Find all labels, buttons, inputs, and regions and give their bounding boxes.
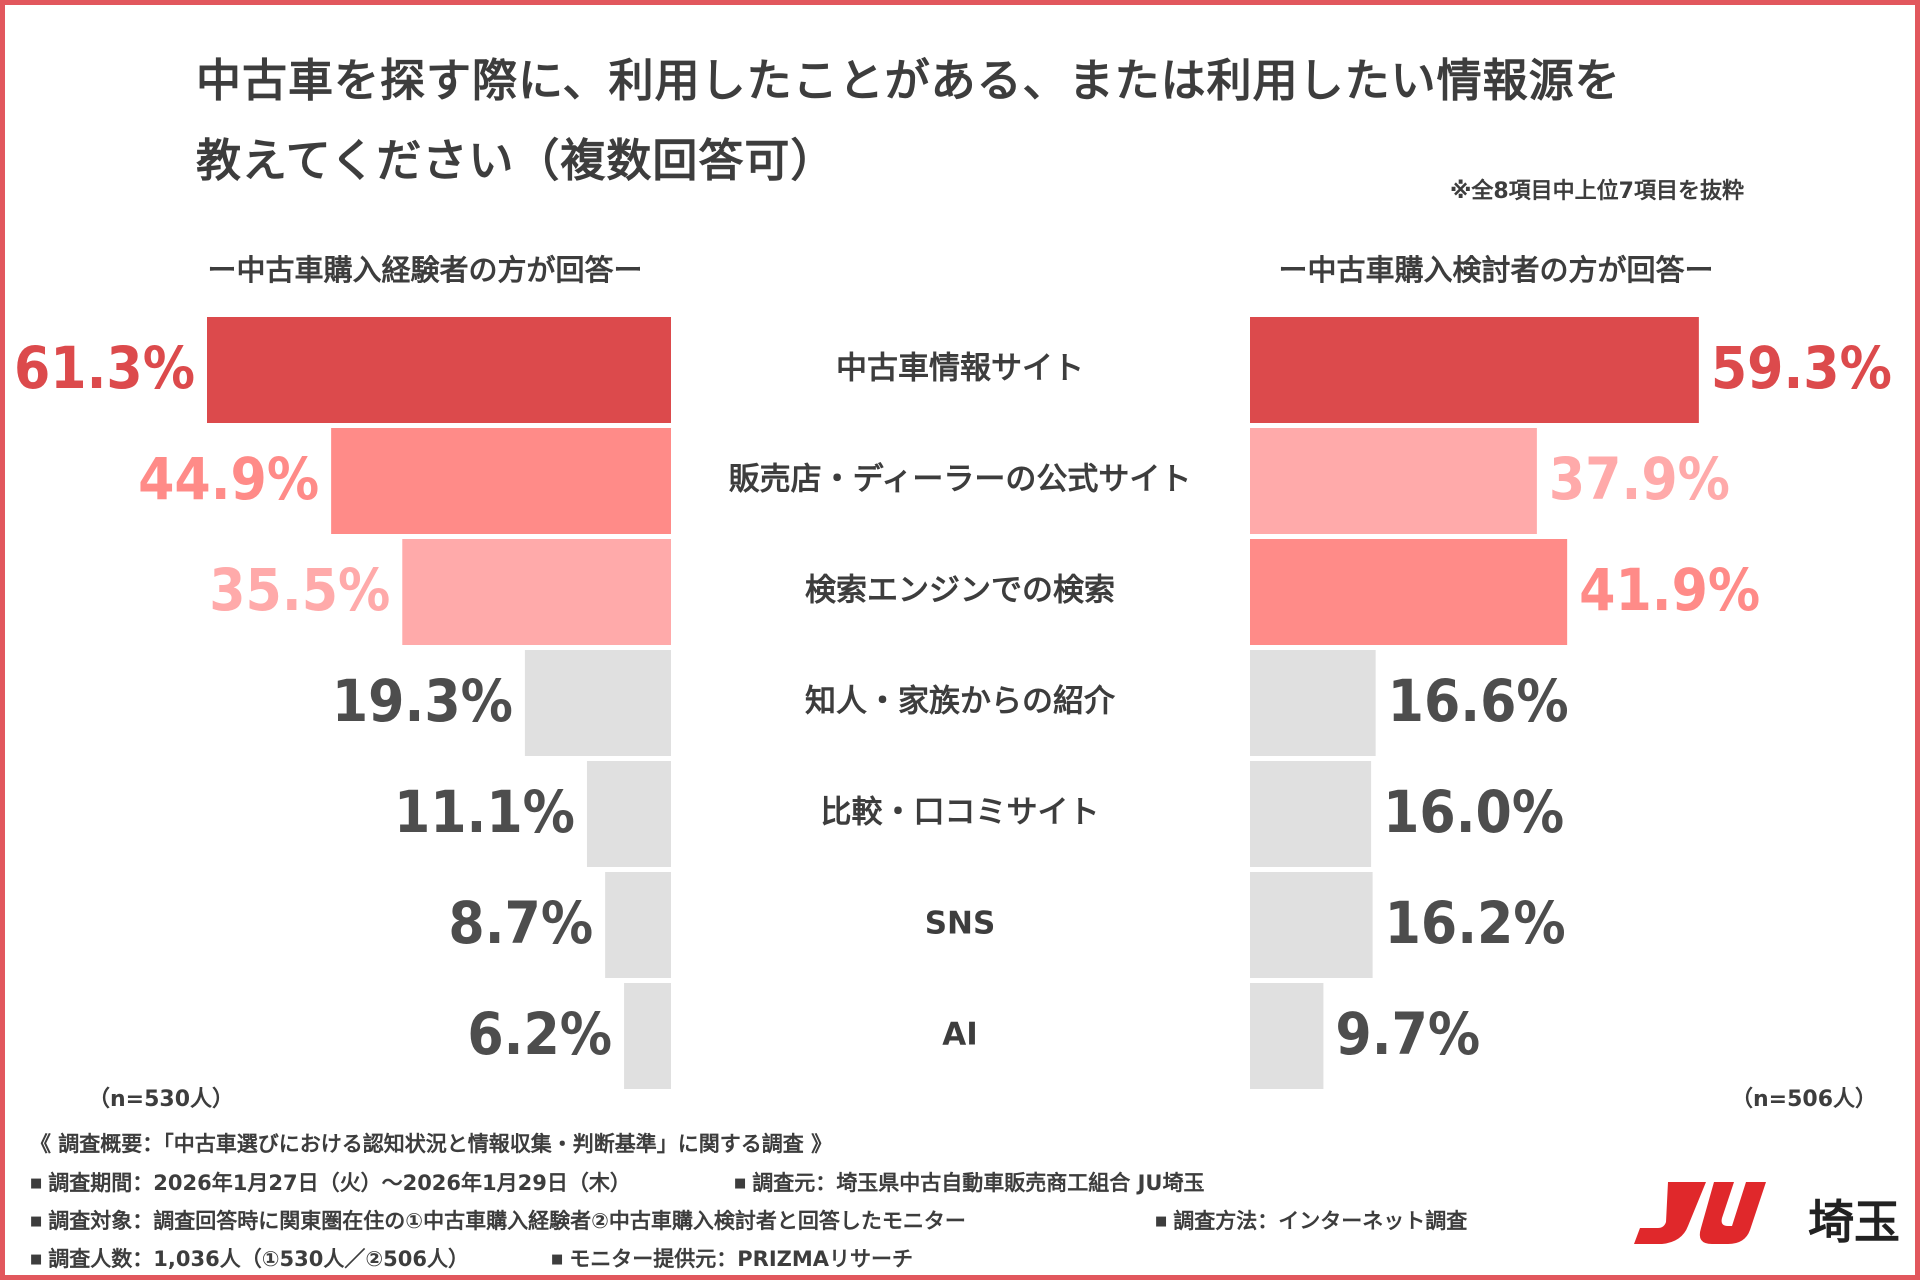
right-value-label-3: 41.9% <box>1579 556 1760 624</box>
right-value-label-7: 9.7% <box>1335 1000 1480 1068</box>
category-label-2: 販売店・ディーラーの公式サイト <box>729 462 1192 498</box>
category-label-5: 比較・口コミサイト <box>821 795 1100 831</box>
right-value-label-5: 16.0% <box>1383 778 1564 846</box>
left-bar-2 <box>331 428 671 534</box>
left-value-label-3: 35.5% <box>209 556 390 624</box>
right-bar-4 <box>1250 650 1376 756</box>
right-bar-1 <box>1250 317 1699 423</box>
survey-method: 調査方法：インターネット調査 <box>1155 1205 1467 1235</box>
right-bar-3 <box>1250 539 1568 645</box>
left-value-label-6: 8.7% <box>448 889 593 957</box>
monitor-provider: モニター提供元：PRIZMAリサーチ <box>551 1243 913 1273</box>
left-bar-1 <box>207 317 671 423</box>
right-bar-7 <box>1250 983 1324 1089</box>
right-value-label-4: 16.6% <box>1388 667 1569 735</box>
left-value-label-7: 6.2% <box>467 1000 612 1068</box>
left-value-label-5: 11.1% <box>394 778 575 846</box>
left-value-label-1: 61.3% <box>14 334 195 402</box>
right-bar-5 <box>1250 761 1372 867</box>
category-label-3: 検索エンジンでの検索 <box>805 573 1115 609</box>
left-bar-3 <box>402 539 671 645</box>
survey-respondent-count: 調査人数：1,036人（①530人／②506人） <box>30 1243 469 1273</box>
category-label-1: 中古車情報サイト <box>836 351 1084 387</box>
right-bar-2 <box>1250 428 1537 534</box>
left-bar-6 <box>605 872 671 978</box>
right-bar-6 <box>1250 872 1373 978</box>
right-value-label-2: 37.9% <box>1549 445 1730 513</box>
left-value-label-2: 44.9% <box>138 445 319 513</box>
chart-note: ※全8項目中上位7項目を抜粋 <box>1449 179 1744 204</box>
left-bar-7 <box>624 983 671 1089</box>
ju-logo-mark <box>1634 1182 1766 1244</box>
left-bar-4 <box>524 650 671 756</box>
right-value-label-1: 59.3% <box>1711 334 1892 402</box>
right-value-label-6: 16.2% <box>1385 889 1566 957</box>
category-label-6: SNS <box>925 906 996 942</box>
category-label-7: AI <box>942 1017 978 1053</box>
right-sample-size: （n=506人） <box>1731 1087 1878 1112</box>
category-label-4: 知人・家族からの紹介 <box>805 684 1116 720</box>
left-series-label: ー中古車購入経験者の方が回答ー <box>207 253 643 287</box>
left-value-label-4: 19.3% <box>332 667 513 735</box>
logo-wordmark: 埼玉 <box>1808 1195 1900 1249</box>
survey-target: 調査対象：調査回答時に関東圏在住の①中古車購入経験者②中古車購入検討者と回答した… <box>30 1205 966 1235</box>
right-series-label: ー中古車購入検討者の方が回答ー <box>1278 253 1714 287</box>
left-sample-size: （n=530人） <box>88 1087 235 1112</box>
survey-period: 調査期間：2026年1月27日（火）～2026年1月29日（木） <box>30 1167 631 1197</box>
ju-logo <box>1634 1182 1766 1244</box>
chart-title-line-2: 教えてください（複数回答可） <box>196 134 837 187</box>
chart-title-line-1: 中古車を探す際に、利用したことがある、または利用したい情報源を <box>196 54 1621 107</box>
survey-summary-header: 《 調査概要：「中古車選びにおける認知状況と情報収集・判断基準」に関する調査 》 <box>30 1132 833 1156</box>
survey-organizer: 調査元：埼玉県中古自動車販売商工組合 JU埼玉 <box>734 1167 1204 1197</box>
left-bar-5 <box>586 761 671 867</box>
